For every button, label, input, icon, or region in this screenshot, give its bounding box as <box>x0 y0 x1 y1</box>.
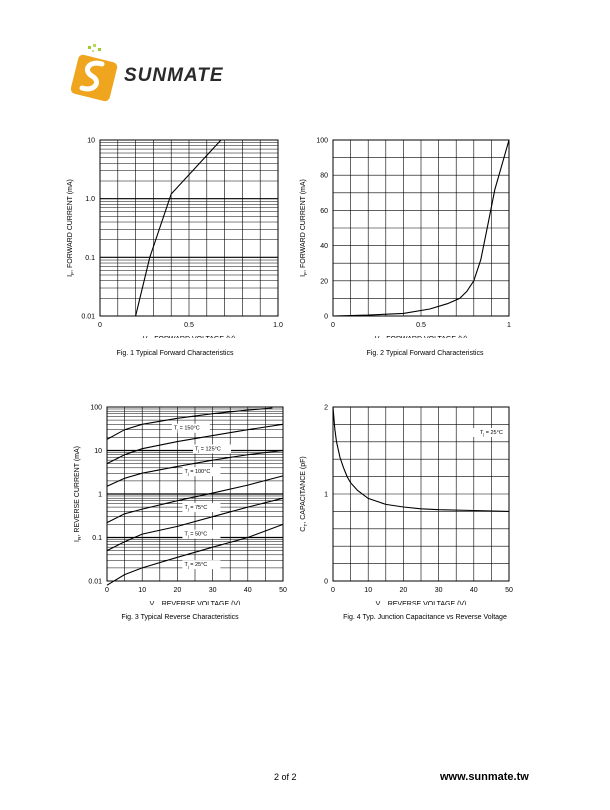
y-tick-label: 80 <box>320 173 328 180</box>
x-tick-label: 20 <box>174 587 182 594</box>
fig4-caption: Fig. 4 Typ. Junction Capacitance vs Reve… <box>343 614 507 621</box>
fig2-plot: 0 0.5 1 0 20 40 60 80 100 VF, FORWARD VOLTAGE (V)… <box>300 138 511 339</box>
series-label: Tj = 150°C <box>174 426 200 433</box>
y-tick-label: 0.01 <box>81 314 95 321</box>
x-tick-label: 0 <box>331 587 335 594</box>
series-line <box>106 449 284 487</box>
plot-frame <box>99 139 279 317</box>
grid <box>100 140 278 316</box>
y-axis-label: CT, CAPACITANCE (pF) <box>300 456 309 531</box>
y-tick-label: 0.01 <box>88 579 102 586</box>
series-line <box>106 523 284 586</box>
y-tick-label: 20 <box>320 278 328 285</box>
series-label-bg <box>193 444 231 454</box>
x-tick-label: 1 <box>507 322 511 329</box>
series-line <box>106 475 284 524</box>
y-tick-label: 0 <box>324 314 328 321</box>
series-line <box>332 139 510 317</box>
x-tick-label: 40 <box>470 587 478 594</box>
series-label: Tj = 50°C <box>184 532 207 539</box>
plot-frame <box>106 406 284 582</box>
x-tick-label: 0.5 <box>416 322 426 329</box>
series-label-bg <box>182 503 221 513</box>
series-line <box>106 497 284 552</box>
x-tick-label: 0.5 <box>184 322 194 329</box>
series-line <box>135 139 222 317</box>
fig4-plot: 0 10 20 30 40 50 0 1 2 VR, REVERSE VOLTAGE (V) CT,… <box>300 405 513 606</box>
series-label-bg <box>171 423 210 433</box>
y-tick-label: 0.1 <box>92 535 102 542</box>
y-tick-label: 100 <box>316 138 328 145</box>
series-label: Tj = 125°C <box>195 447 221 454</box>
y-axis-label: IF, FORWARD CURRENT (mA) <box>67 179 76 277</box>
x-axis-label: VR, REVERSE VOLTAGE (V) <box>150 601 241 605</box>
x-axis-label: VF, FORWARD VOLTAGE (V) <box>375 336 468 338</box>
x-tick-label: 50 <box>279 587 287 594</box>
x-tick-label: 0 <box>331 322 335 329</box>
grid <box>333 140 509 316</box>
grid <box>333 407 509 581</box>
x-tick-label: 30 <box>435 587 443 594</box>
fig1-plot: 0 0.5 1.0 0.01 0.1 1.0 10 VF, FORWARD VOLTAGE (… <box>67 138 283 339</box>
series-line <box>332 406 510 512</box>
fig3-reverse-current-chart: 0 10 20 30 40 50 0.01 0.1 1 10 100 VR, REVERSE VOLT… <box>55 395 305 635</box>
y-tick-label: 100 <box>90 405 102 412</box>
y-tick-label: 1 <box>324 492 328 499</box>
x-tick-label: 10 <box>138 587 146 594</box>
fig3-caption: Fig. 3 Typical Reverse Characteristics <box>121 614 239 621</box>
x-tick-label: 10 <box>364 587 372 594</box>
website-url[interactable]: www.sunmate.tw <box>440 771 529 783</box>
x-tick-label: 50 <box>505 587 513 594</box>
fig4-capacitance-chart: 0 10 20 30 40 50 0 1 2 VR, REVERSE VOLTAGE (V) CT,… <box>290 395 560 635</box>
y-tick-label: 10 <box>94 448 102 455</box>
y-tick-label: 40 <box>320 243 328 250</box>
plot-frame <box>332 406 510 582</box>
series-line <box>106 407 273 440</box>
y-axis-label: IF, FORWARD CURRENT (mA) <box>300 179 309 277</box>
x-axis-label: VF, FORWARD VOLTAGE (V) <box>143 336 236 338</box>
y-tick-label: 2 <box>324 405 328 412</box>
y-tick-label: 10 <box>87 138 95 145</box>
x-tick-label: 40 <box>244 587 252 594</box>
x-tick-label: 30 <box>209 587 217 594</box>
fig1-forward-log-chart: 0 0.5 1.0 0.01 0.1 1.0 10 VF, FORWARD VOLTAGE (… <box>50 128 300 368</box>
y-tick-label: 1 <box>98 492 102 499</box>
y-tick-label: 1.0 <box>85 196 95 203</box>
annotation-label: Tj = 25°C <box>480 430 503 437</box>
x-axis-label: VR, REVERSE VOLTAGE (V) <box>376 601 467 605</box>
series-line <box>106 423 284 465</box>
series-label-bg <box>182 529 221 539</box>
sunmate-logo: SUNMATE <box>70 44 224 102</box>
logo-wordmark: SUNMATE <box>124 65 224 86</box>
fig1-caption: Fig. 1 Typical Forward Characteristics <box>116 350 234 357</box>
y-axis-label: IR, REVERSE CURRENT (mA) <box>74 446 83 542</box>
x-tick-label: 0 <box>105 587 109 594</box>
logo-emblem-icon <box>70 44 118 102</box>
plot-frame <box>332 139 510 317</box>
fig2-forward-linear-chart: 0 0.5 1 0 20 40 60 80 100 VF, FORWARD VOLTAGE (V)… <box>290 128 560 368</box>
fig2-caption: Fig. 2 Typical Forward Characteristics <box>366 350 484 357</box>
x-tick-label: 0 <box>98 322 102 329</box>
y-tick-label: 0.1 <box>85 255 95 262</box>
series-label-bg <box>182 467 221 477</box>
grid <box>107 407 283 581</box>
series-label: Tj = 25°C <box>184 562 207 569</box>
y-tick-label: 0 <box>324 579 328 586</box>
y-tick-label: 60 <box>320 208 328 215</box>
series-label: Tj = 75°C <box>184 505 207 512</box>
x-tick-label: 1.0 <box>273 322 283 329</box>
x-tick-label: 20 <box>400 587 408 594</box>
fig3-plot: 0 10 20 30 40 50 0.01 0.1 1 10 100 VR, REVERSE VOLT… <box>74 405 287 606</box>
series-label: Tj = 100°C <box>184 469 210 476</box>
series-label-bg <box>182 560 221 570</box>
page-number: 2 of 2 <box>274 772 297 782</box>
annotation-bg <box>473 427 508 437</box>
